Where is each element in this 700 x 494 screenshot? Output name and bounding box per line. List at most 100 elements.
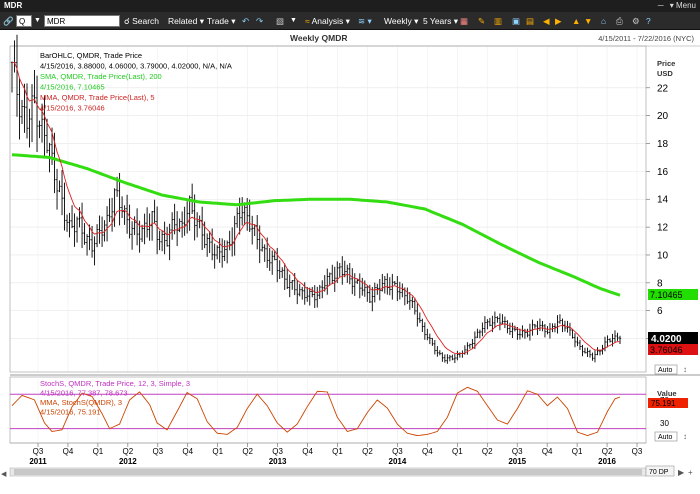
chart-area[interactable]: Weekly QMDR 4/15/2011 - 7/22/2016 (NYC) … — [0, 30, 700, 494]
toolbar: 🔗 Q ▼ MDR ☌ Search Related ▾ Trade ▾ ↶ ↷… — [0, 12, 700, 30]
indicator-icon[interactable]: ≋ ▾ — [358, 16, 372, 26]
scroll-right-icon[interactable]: ▶ — [555, 16, 562, 26]
help-icon[interactable]: ? — [646, 16, 651, 26]
title-bar: MDR ─ ▾ Menu — [0, 0, 700, 12]
settings-icon[interactable]: ⚙ — [632, 16, 640, 26]
analysis-label: Analysis — [311, 16, 344, 26]
price-tick-label: 16 — [657, 167, 669, 178]
stoch-value-tag — [648, 398, 688, 408]
value-auto-label: Auto — [658, 434, 673, 441]
link-icon[interactable]: 🔗 — [3, 16, 14, 26]
sma-price-tag — [648, 289, 698, 300]
x-quarter-label: Q2 — [123, 447, 134, 456]
x-quarter-label: Q3 — [512, 447, 523, 456]
price-tick-label: 14 — [657, 195, 669, 206]
window-title: MDR — [4, 1, 23, 10]
scroll-left-icon[interactable]: ◀ — [543, 16, 550, 26]
zoom-in-icon[interactable]: ▲ — [572, 16, 581, 26]
price-legend-line: MMA, QMDR, Trade Price(Last), 5 — [40, 93, 155, 102]
home-icon[interactable]: ⌂ — [601, 16, 607, 26]
price-auto-label: Auto — [658, 367, 673, 374]
last-price-tag — [648, 332, 698, 344]
price-tick-label: 6 — [657, 306, 663, 317]
menu-button[interactable]: ▾ Menu — [670, 1, 696, 10]
x-quarter-label: Q2 — [362, 447, 373, 456]
zoom-dp-box[interactable] — [645, 465, 675, 477]
range-select[interactable]: 5 Years ▾ — [423, 14, 458, 28]
undo-icon[interactable]: ↶ — [242, 16, 250, 26]
search-label: Search — [132, 16, 160, 26]
zoom-plus-icon[interactable]: + — [688, 468, 693, 477]
price-auto-button[interactable] — [654, 364, 678, 375]
trade-menu[interactable]: Trade ▾ — [207, 14, 236, 28]
x-quarter-label: Q2 — [242, 447, 253, 456]
stoch-grid — [37, 377, 638, 443]
price-scale-icon[interactable]: ↕ — [683, 365, 687, 374]
grid-icon[interactable]: ▥ — [494, 16, 503, 26]
compare-icon[interactable]: ▤ — [526, 16, 535, 26]
x-quarter-label: Q4 — [182, 447, 193, 456]
x-quarter-label: Q3 — [272, 447, 283, 456]
interval-arrow-icon: ▾ — [414, 16, 419, 26]
range-arrow-icon: ▾ — [453, 16, 459, 26]
folder-dropdown-icon[interactable]: ▼ — [290, 17, 297, 24]
related-label: Related — [168, 16, 198, 26]
sma-price-tag-text: 7.10465 — [650, 290, 683, 300]
symbol-input[interactable]: MDR — [44, 15, 120, 27]
x-year-label: 2016 — [598, 457, 616, 466]
menu-label: Menu — [675, 1, 696, 10]
value-tick-label: 30 — [660, 419, 669, 428]
zoom-out-icon[interactable]: ▼ — [584, 16, 593, 26]
x-quarter-label: Q3 — [392, 447, 403, 456]
print-icon[interactable]: ⎙ — [616, 16, 623, 26]
interval-select[interactable]: Weekly ▾ — [384, 14, 418, 28]
x-quarter-label: Q1 — [572, 447, 583, 456]
chart-style-icon[interactable]: ▦ — [460, 16, 469, 26]
folder-icon[interactable]: ▧ — [276, 16, 285, 26]
value-axis-title: Value — [657, 389, 677, 398]
stoch-line — [11, 386, 621, 436]
stoch-value-tag-text: 75.191 — [651, 399, 676, 408]
x-quarter-label: Q4 — [542, 447, 553, 456]
redo-icon[interactable]: ↷ — [256, 16, 264, 26]
mma-price-tag — [648, 344, 698, 355]
range-value: 5 Years — [423, 16, 452, 26]
window-controls: ─ ▾ Menu — [658, 1, 696, 10]
scroll-left-arrow-icon[interactable]: ◀ — [1, 471, 7, 478]
price-legend-line: 4/15/2016, 7.10465 — [40, 83, 105, 92]
price-axis-ticks: 46810121416182022 — [646, 83, 669, 345]
analysis-menu[interactable]: ≈ Analysis ▾ — [305, 14, 350, 28]
related-arrow-icon: ▾ — [199, 16, 204, 26]
symbol-type-select[interactable]: Q — [16, 15, 32, 27]
chart-svg[interactable]: Weekly QMDR 4/15/2011 - 7/22/2016 (NYC) … — [0, 30, 700, 494]
stoch-legend-line: 4/15/2016, 77.387, 78.673 — [40, 389, 128, 398]
x-quarter-label: Q1 — [93, 447, 104, 456]
search-icon: ☌ — [124, 16, 130, 26]
x-quarter-label: Q2 — [602, 447, 613, 456]
stoch-legend-line: StochS, QMDR, Trade Price, 12, 3, Simple… — [40, 379, 190, 388]
symbol-type-dropdown-icon[interactable]: ▼ — [34, 17, 41, 24]
sma-200-line — [11, 153, 621, 297]
price-legend-line: BarOHLC, QMDR, Trade Price — [40, 51, 142, 60]
value-auto-button[interactable] — [654, 431, 678, 442]
x-quarter-label: Q3 — [632, 447, 643, 456]
x-quarter-label: Q3 — [152, 447, 163, 456]
minimize-icon[interactable]: ─ — [657, 1, 664, 10]
value-scale-icon[interactable]: ↕ — [683, 432, 687, 441]
x-year-label: 2012 — [119, 457, 137, 466]
layout-icon[interactable]: ▣ — [512, 16, 521, 26]
symbol-input-value: MDR — [47, 17, 66, 26]
draw-tools-icon[interactable]: ✎ — [478, 16, 486, 26]
price-tick-label: 20 — [657, 111, 669, 122]
zoom-fit-icon[interactable]: ▶ — [678, 468, 685, 477]
x-quarter-label: Q1 — [212, 447, 223, 456]
search-button[interactable]: ☌ Search — [124, 14, 159, 28]
price-legend: BarOHLC, QMDR, Trade Price 4/15/2016, 3.8… — [40, 51, 232, 113]
date-range: 4/15/2011 - 7/22/2016 (NYC) — [598, 34, 694, 43]
time-scrollbar-thumb[interactable] — [14, 469, 642, 475]
zoom-dp-label: 70 DP — [649, 469, 669, 476]
price-legend-line: SMA, QMDR, Trade Price(Last), 200 — [40, 72, 162, 81]
related-menu[interactable]: Related ▾ — [168, 14, 204, 28]
x-quarter-label: Q4 — [422, 447, 433, 456]
